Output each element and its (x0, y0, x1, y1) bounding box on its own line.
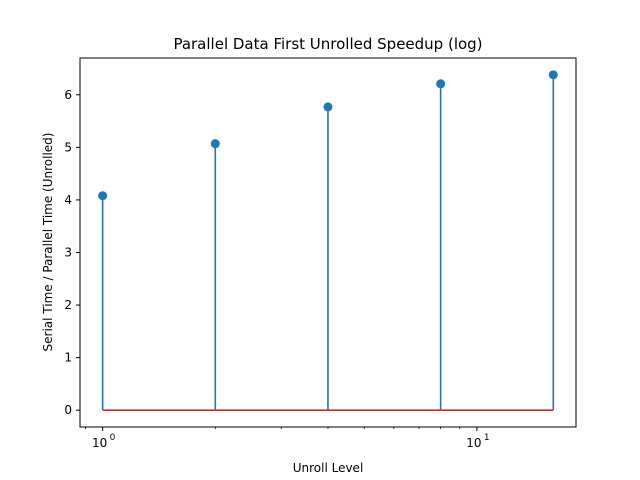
y-tick-label: 2 (64, 298, 72, 312)
x-tick-label-exponent: 0 (110, 433, 116, 443)
data-point (98, 191, 108, 201)
y-tick-label: 3 (64, 245, 72, 259)
x-tick-label: 10 (466, 436, 481, 450)
data-point (436, 79, 446, 89)
data-point (210, 139, 220, 149)
data-point (548, 70, 558, 80)
y-tick-label: 6 (64, 88, 72, 102)
x-tick-label-exponent: 1 (484, 433, 490, 443)
chart-title: Parallel Data First Unrolled Speedup (lo… (173, 35, 482, 53)
y-tick-label: 5 (64, 140, 72, 154)
y-tick-label: 0 (64, 403, 72, 417)
y-tick-label: 4 (64, 193, 72, 207)
y-axis-label: Serial Time / Parallel Time (Unrolled) (41, 133, 55, 352)
data-point (323, 102, 333, 112)
y-tick-label: 1 (64, 351, 72, 365)
x-axis-label: Unroll Level (293, 461, 364, 475)
plot-area (98, 70, 558, 411)
x-tick-label: 10 (92, 436, 107, 450)
